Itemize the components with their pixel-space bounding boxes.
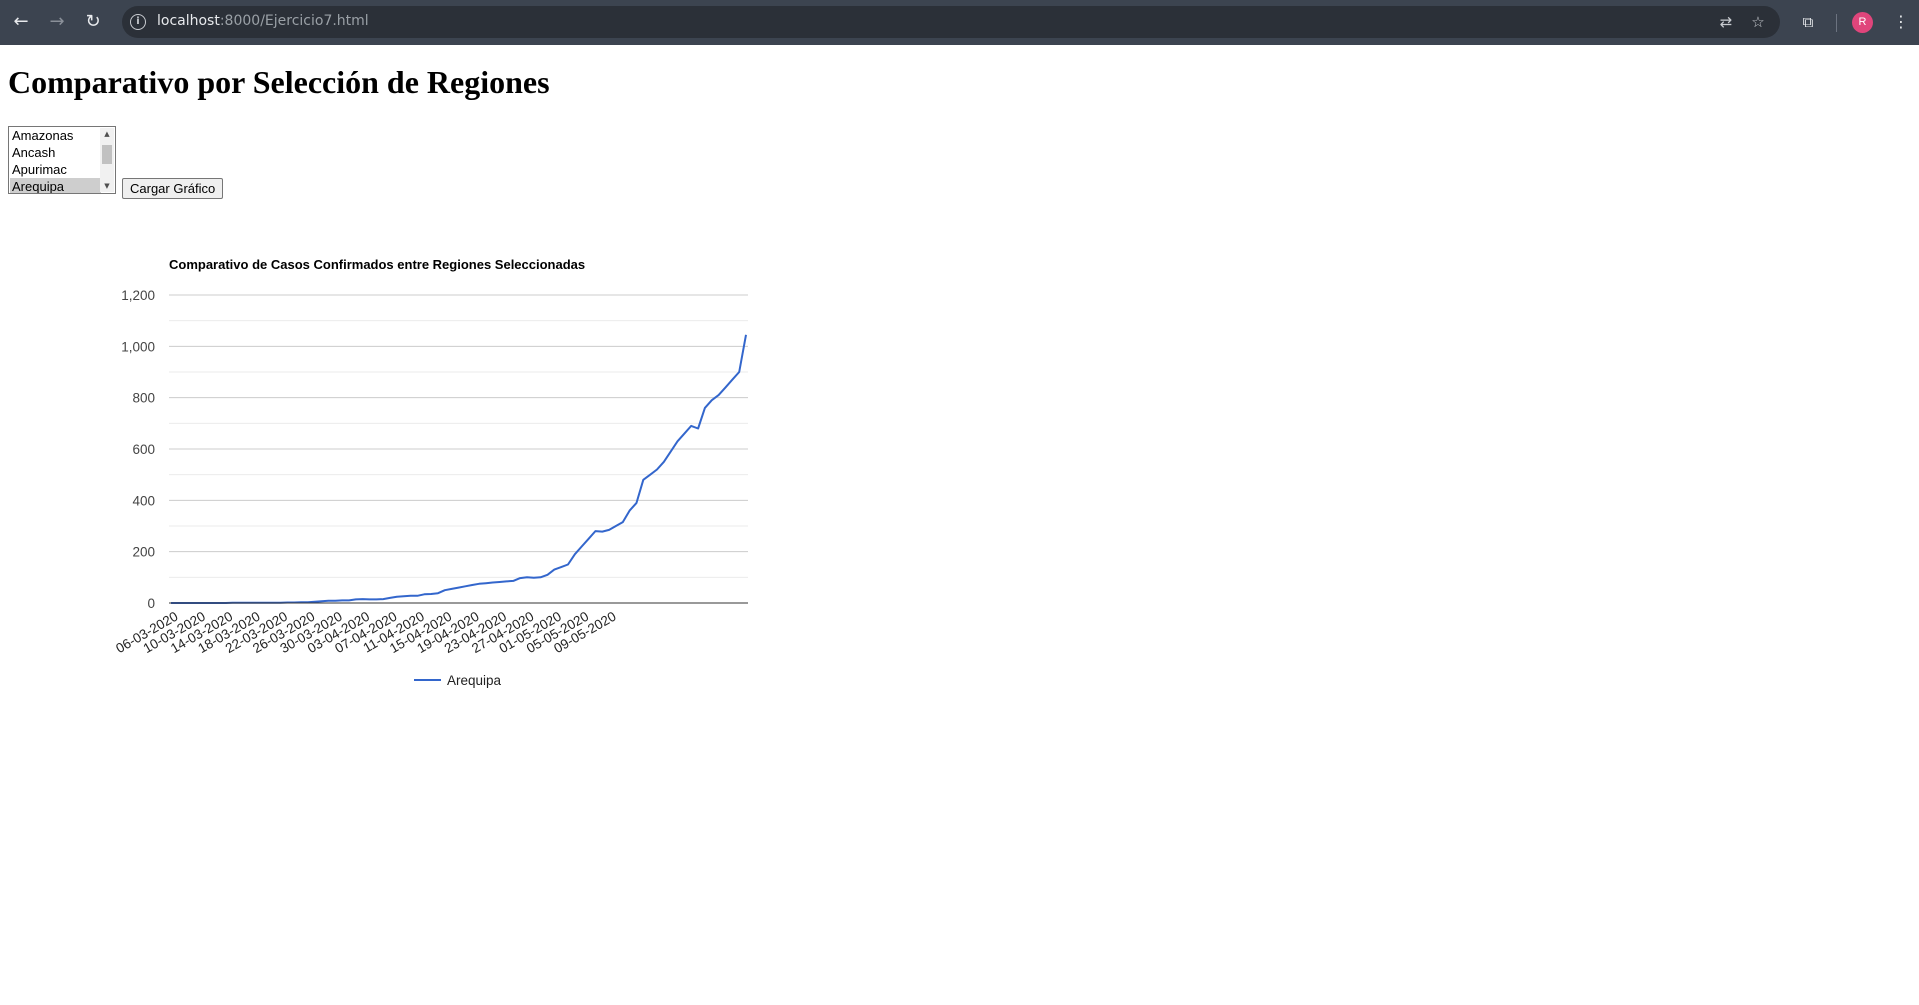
y-tick-label: 200 [132,545,155,560]
region-option-selected[interactable]: Arequipa [10,178,101,193]
chart-title: Comparativo de Casos Confirmados entre R… [169,257,585,272]
scrollbar-thumb[interactable] [102,145,112,164]
y-tick-label: 800 [132,391,155,406]
series-line-arequipa [171,334,747,604]
y-tick-label: 1,000 [121,339,155,354]
profile-avatar[interactable]: R [1852,12,1873,33]
list-scrollbar[interactable]: ▲ ▼ [100,128,114,192]
browser-menu-icon[interactable]: ⋮ [1893,12,1909,31]
back-icon[interactable]: ← [13,11,29,32]
y-tick-label: 400 [132,493,155,508]
bookmark-star-icon[interactable]: ☆ [1751,13,1765,31]
region-option[interactable]: Apurimac [12,162,67,177]
address-bar[interactable]: i localhost:8000/Ejercicio7.html ⇄ ☆ [122,6,1780,38]
load-chart-button[interactable]: Cargar Gráfico [122,178,224,199]
address-url[interactable]: localhost:8000/Ejercicio7.html [157,13,369,29]
region-option[interactable]: Amazonas [12,128,74,143]
scroll-up-arrow-icon[interactable]: ▲ [104,130,110,138]
y-tick-label: 0 [147,596,155,611]
translate-icon[interactable]: ⇄ [1719,13,1733,31]
reload-icon[interactable]: ↻ [85,11,101,32]
region-option[interactable]: Ancash [12,145,56,160]
extensions-puzzle-icon[interactable]: ⧉ [1802,13,1814,31]
scroll-down-arrow-icon[interactable]: ▼ [104,182,110,190]
y-tick-label: 600 [132,442,155,457]
browser-toolbar: ← → ↻ i localhost:8000/Ejercicio7.html ⇄… [0,0,1919,45]
region-select-list[interactable]: Amazonas Ancash Apurimac Arequipa ▲ ▼ [8,126,116,194]
toolbar-divider [1836,14,1837,32]
legend-label: Arequipa [447,673,502,688]
y-tick-label: 1,200 [121,288,155,303]
site-info-icon[interactable]: i [130,14,146,30]
page-title: Comparativo por Selección de Regiones [8,64,550,100]
forward-icon[interactable]: → [49,11,65,32]
